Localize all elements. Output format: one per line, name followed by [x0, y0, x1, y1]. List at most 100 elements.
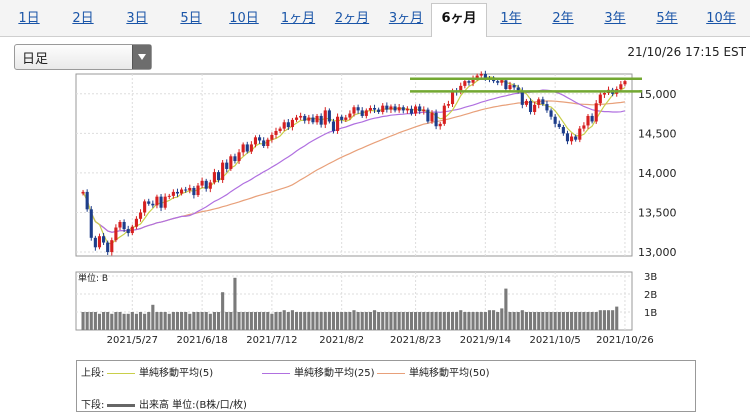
period-select[interactable]: 日足	[14, 44, 152, 70]
candle	[508, 85, 512, 90]
tab-1month[interactable]: 1ヶ月	[280, 11, 316, 26]
candle	[192, 187, 196, 196]
candle	[409, 108, 414, 114]
tab-5day[interactable]: 5日	[180, 11, 202, 26]
price-tick-label: 13,500	[638, 206, 677, 219]
candle	[336, 116, 340, 131]
candle	[212, 172, 216, 183]
volume-bar	[446, 312, 450, 330]
candle	[143, 201, 147, 213]
chevron-down-icon[interactable]	[132, 45, 151, 69]
volume-bar	[418, 312, 422, 330]
volume-bar	[245, 312, 249, 330]
volume-bar	[167, 313, 171, 330]
tab-3year[interactable]: 3年	[604, 11, 626, 26]
tab-1year[interactable]: 1年	[500, 11, 522, 26]
candle	[97, 236, 102, 248]
candle	[303, 115, 307, 121]
volume-bar	[553, 312, 557, 330]
candle	[233, 156, 237, 162]
candle	[319, 115, 323, 125]
candle	[188, 187, 192, 191]
volume-bar	[106, 312, 110, 330]
candle	[180, 189, 184, 194]
candle	[126, 229, 130, 234]
volume-tick-label: 2B	[644, 290, 657, 301]
volume-bar	[479, 312, 483, 330]
candle	[175, 191, 180, 194]
volume-bar	[541, 312, 545, 330]
volume-bar	[594, 312, 598, 330]
volume-bar	[537, 312, 541, 330]
tab-1day[interactable]: 1日	[18, 11, 40, 26]
volume-bar	[450, 312, 455, 330]
volume-bar	[331, 312, 336, 330]
candle	[159, 196, 163, 208]
volume-bar	[311, 312, 315, 330]
volume-bar	[171, 312, 175, 330]
volume-bar	[138, 312, 143, 330]
tab-2year[interactable]: 2年	[552, 11, 574, 26]
volume-bar	[258, 312, 262, 330]
candle	[570, 136, 574, 142]
tab-2month[interactable]: 2ヶ月	[334, 11, 370, 26]
legend-ma25: 単純移動平均(25)	[262, 364, 375, 379]
price-tick-label: 15,000	[638, 88, 677, 101]
tab-2day[interactable]: 2日	[72, 11, 94, 26]
volume-bar	[483, 312, 487, 330]
legend-ma25-label: 単純移動平均(25)	[294, 368, 375, 379]
legend-volume: 出来高 単位:(B株/口/枚)	[107, 396, 247, 411]
legend-volume-label: 出来高 単位:(B株/口/枚)	[139, 400, 247, 411]
volume-tick-label: 1B	[644, 308, 657, 319]
candle	[315, 115, 319, 123]
candle	[352, 107, 356, 114]
x-tick-label: 2021/8/23	[390, 335, 441, 346]
volume-bar	[368, 312, 372, 330]
volume-bar	[249, 312, 253, 330]
volume-bar	[85, 312, 89, 330]
candle	[500, 80, 504, 83]
tab-6month[interactable]: 6ヶ月	[431, 3, 487, 37]
candle	[171, 191, 175, 196]
tab-5year[interactable]: 5年	[656, 11, 678, 26]
candle	[368, 108, 372, 111]
tab-3day[interactable]: 3日	[126, 11, 148, 26]
volume-bar	[414, 312, 418, 330]
candle	[541, 99, 545, 105]
volume-bar	[303, 312, 307, 330]
volume-bar	[574, 312, 578, 330]
volume-bar	[475, 312, 479, 330]
x-tick-label: 2021/8/2	[319, 335, 364, 346]
volume-bar	[159, 312, 163, 330]
x-tick-label: 2021/7/12	[246, 335, 297, 346]
volume-bar	[463, 312, 467, 330]
volume-bar	[336, 312, 340, 330]
volume-bar	[290, 310, 294, 330]
candle	[459, 85, 463, 93]
candle	[619, 84, 623, 90]
volume-bar	[598, 310, 602, 330]
candle	[200, 180, 204, 186]
candle	[463, 81, 467, 86]
volume-bar	[360, 312, 364, 330]
volume-bar	[364, 312, 368, 330]
volume-bar	[266, 312, 270, 330]
candle	[163, 196, 167, 208]
tab-10day[interactable]: 10日	[229, 11, 259, 26]
volume-bar	[155, 312, 159, 330]
volume-bar	[533, 312, 537, 330]
volume-bar	[389, 312, 393, 330]
volume-bar	[212, 312, 216, 330]
candle	[483, 74, 487, 78]
tab-10year[interactable]: 10年	[706, 11, 736, 26]
candle	[208, 182, 212, 189]
volume-bar	[528, 312, 533, 330]
volume-bar	[549, 312, 553, 330]
volume-bar	[442, 312, 446, 330]
candle	[582, 125, 586, 129]
volume-bar	[184, 312, 188, 330]
volume-bar	[578, 312, 582, 330]
tab-3month[interactable]: 3ヶ月	[388, 11, 424, 26]
candle	[106, 242, 110, 253]
candle	[405, 108, 409, 111]
